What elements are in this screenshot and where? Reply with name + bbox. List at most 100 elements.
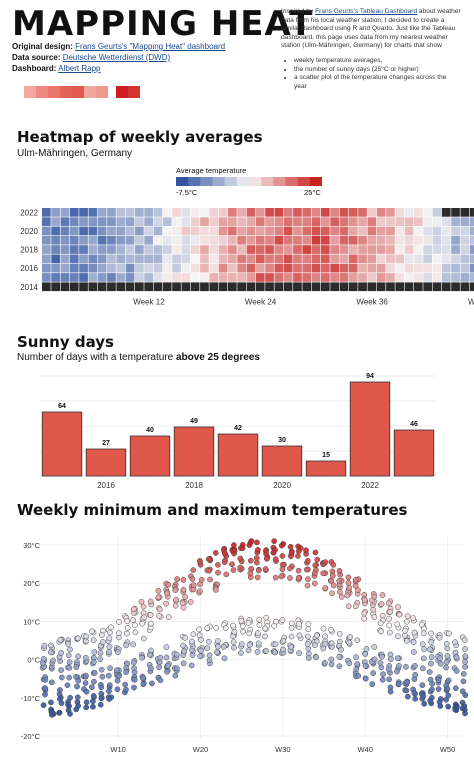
heatmap-cell	[51, 254, 60, 264]
scatter-point	[40, 655, 47, 662]
heatmap-cell	[42, 273, 51, 282]
scatter-point	[404, 613, 411, 619]
heatmap-cell	[460, 282, 470, 292]
heatmap-cell	[414, 217, 423, 226]
heatmap-cell	[367, 273, 377, 282]
scatter-point	[131, 684, 137, 691]
heatmap-cell	[237, 273, 246, 282]
heatmap-cell	[107, 263, 116, 273]
heatmap-cell	[460, 263, 470, 273]
heatmap-cell	[330, 217, 339, 226]
heatmap-cell	[283, 254, 293, 264]
intro-tableau-link[interactable]: Frans Geurts's Tableau Dashboard	[315, 8, 418, 15]
heatmap-cell	[451, 245, 460, 254]
heatmap-cell	[460, 273, 470, 282]
heatmap-cell	[228, 273, 237, 282]
heatmap-cell	[42, 254, 51, 264]
heatmap-cell	[274, 282, 284, 292]
scatter-point	[42, 691, 48, 698]
heatmap-cell	[311, 217, 321, 226]
heatmap-cell	[116, 263, 126, 273]
heatmap-cell	[376, 273, 386, 282]
scatter-point	[344, 592, 351, 599]
scatter-point	[254, 649, 261, 655]
heatmap-cell	[125, 245, 135, 254]
heatmap-cell	[107, 217, 116, 226]
heatmap-cell	[348, 208, 358, 217]
scatter-point	[322, 585, 329, 591]
scatter-point	[213, 587, 219, 593]
scatter-point	[305, 655, 312, 661]
sunny-days-subtitle-text: Number of days with a temperature	[17, 352, 176, 363]
scatter-point	[279, 553, 286, 559]
heatmap-cell	[274, 226, 284, 236]
scatter-point	[386, 629, 393, 636]
heatmap-cell	[181, 263, 191, 273]
heatmap-cell	[274, 208, 284, 217]
heatmap-legend-title: Average temperature	[176, 166, 247, 175]
scatter-point	[147, 598, 154, 605]
scatter-point	[287, 575, 293, 581]
heatmap-cell	[144, 273, 153, 282]
scatter-point	[123, 669, 129, 676]
heatmap-cell	[302, 235, 312, 245]
heatmap-cell	[395, 208, 405, 217]
scatter-point	[83, 704, 90, 711]
scatter-point	[338, 646, 344, 653]
scatter-point	[377, 659, 384, 666]
heatmap-cell	[339, 235, 349, 245]
heatmap-cell	[441, 245, 451, 254]
scatter-point	[206, 657, 213, 663]
scatter-point	[320, 645, 327, 652]
heatmap-cell	[172, 282, 181, 292]
heatmap-cell	[348, 282, 358, 292]
scatter-point	[304, 557, 311, 564]
heatmap-cell	[293, 235, 302, 245]
scatter-point	[410, 615, 417, 622]
scatter-point	[40, 702, 47, 708]
scatter-point	[328, 656, 335, 663]
heatmap-cell	[302, 226, 312, 236]
heatmap-cell	[79, 245, 88, 254]
original-design-link[interactable]: Frans Geurts's "Mapping Heat" dashboard	[75, 42, 226, 51]
scatter-point	[99, 673, 106, 680]
scatter-x-label: W40	[357, 745, 372, 754]
scatter-point	[412, 671, 418, 678]
scatter-point	[278, 573, 285, 580]
dashboard-author-link[interactable]: Albert Rapp	[58, 64, 101, 73]
scatter-point	[206, 567, 212, 574]
heatmap-cell	[274, 273, 284, 282]
heatmap-cell	[395, 245, 405, 254]
heatmap-cell	[51, 282, 60, 292]
scatter-point	[157, 654, 164, 661]
scatter-point	[421, 646, 427, 653]
heatmap-cell	[162, 282, 172, 292]
heatmap-subtitle: Ulm-Mähringen, Germany	[17, 148, 133, 159]
data-source-link[interactable]: Deutsche Wetterdienst (DWD)	[62, 53, 171, 62]
heatmap-cell	[209, 217, 219, 226]
heatmap-cell	[423, 254, 432, 264]
scatter-point	[91, 659, 97, 665]
heatmap-cell	[218, 273, 228, 282]
sunny-days-bar	[85, 448, 127, 477]
scatter-point	[295, 567, 302, 574]
heatmap-cell	[255, 245, 265, 254]
scatter-point	[181, 648, 187, 655]
scatter-point	[312, 562, 319, 569]
scatter-point	[347, 634, 353, 640]
scatter-point	[82, 654, 89, 661]
scatter-point	[48, 649, 54, 656]
data-source-label: Data source:	[12, 53, 61, 62]
scatter-point	[312, 642, 318, 648]
scatter-point	[148, 665, 154, 672]
scatter-point	[253, 555, 260, 561]
heatmap-cell	[339, 282, 349, 292]
heatmap-cell	[414, 263, 423, 273]
heatmap-legend-step	[236, 177, 250, 186]
scatter-point	[157, 677, 164, 684]
heatmap-cell	[218, 217, 228, 226]
heatmap-cell	[209, 273, 219, 282]
scatter-point	[304, 641, 311, 648]
heatmap-cell	[218, 235, 228, 245]
heatmap-cell	[153, 217, 163, 226]
